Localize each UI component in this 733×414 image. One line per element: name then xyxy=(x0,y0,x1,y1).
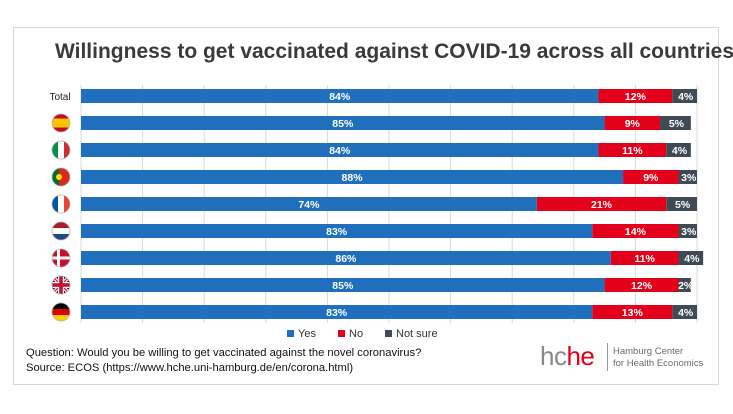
category-label: Total xyxy=(49,92,70,103)
data-label: 83% xyxy=(326,226,348,238)
source-note: Source: ECOS (https://www.hche.uni-hambu… xyxy=(26,362,354,374)
legend-swatch xyxy=(385,330,392,337)
bar-not-sure xyxy=(678,278,691,292)
logo-hc: hc xyxy=(540,341,567,371)
legend-label: Yes xyxy=(298,328,316,340)
bar-not-sure xyxy=(672,89,697,103)
flag-italy-icon xyxy=(51,140,71,160)
flag-portugal-icon xyxy=(51,167,71,187)
bar-no xyxy=(598,143,667,157)
bar-yes xyxy=(81,89,599,103)
logo-he: he xyxy=(566,341,595,371)
bar-no xyxy=(604,116,661,130)
logo-line1: Hamburg Center xyxy=(613,346,684,357)
hche-logo: hche xyxy=(540,341,595,371)
data-label: 9% xyxy=(643,172,659,184)
logo-text: Hamburg Center for Health Economics xyxy=(613,346,703,370)
bar-no xyxy=(610,251,679,265)
bar-not-sure xyxy=(678,224,697,238)
data-label: 4% xyxy=(678,91,694,103)
data-label: 9% xyxy=(625,118,641,130)
data-label: 84% xyxy=(329,91,351,103)
flag-netherlands-icon xyxy=(51,221,71,241)
bar-not-sure xyxy=(666,143,691,157)
data-label: 88% xyxy=(342,172,364,184)
bar-no xyxy=(598,89,673,103)
data-label: 86% xyxy=(335,253,357,265)
flag-germany-icon xyxy=(51,302,71,322)
chart-title: Willingness to get vaccinated against CO… xyxy=(55,40,733,63)
question-note: Question: Would you be willing to get va… xyxy=(26,347,422,359)
data-label: 83% xyxy=(326,307,348,319)
legend-label: No xyxy=(349,328,363,340)
bar-yes xyxy=(81,170,624,184)
flag-denmark-icon xyxy=(51,248,71,268)
bar-no xyxy=(536,197,667,211)
bar-yes xyxy=(81,251,611,265)
flag-france-icon xyxy=(51,194,71,214)
flag-spain-icon xyxy=(51,113,71,133)
data-label: 2% xyxy=(678,280,694,292)
data-label: 5% xyxy=(675,199,691,211)
data-label: 3% xyxy=(681,172,697,184)
data-label: 4% xyxy=(678,307,694,319)
bar-yes xyxy=(81,143,599,157)
bar-not-sure xyxy=(672,305,697,319)
legend-swatch xyxy=(287,330,294,337)
bar-no xyxy=(623,170,679,184)
bar-not-sure xyxy=(666,197,697,211)
bar-not-sure xyxy=(678,251,704,265)
legend-swatch xyxy=(338,330,345,337)
data-label: 74% xyxy=(298,199,320,211)
bar-yes xyxy=(81,305,593,319)
data-label: 11% xyxy=(622,145,643,157)
bar-not-sure xyxy=(660,116,691,130)
data-label: 4% xyxy=(684,253,700,265)
data-label: 12% xyxy=(631,280,653,292)
data-label: 14% xyxy=(625,226,647,238)
data-label: 5% xyxy=(669,118,685,130)
data-label: 3% xyxy=(681,226,697,238)
bar-yes xyxy=(81,278,605,292)
bar-not-sure xyxy=(678,170,697,184)
bar-yes xyxy=(81,197,537,211)
data-label: 85% xyxy=(332,118,354,130)
logo-divider xyxy=(607,343,608,371)
flag-uk-icon xyxy=(51,275,71,295)
data-label: 84% xyxy=(329,145,351,157)
data-label: 13% xyxy=(622,307,644,319)
data-label: 85% xyxy=(332,280,354,292)
logo-line2: for Health Economics xyxy=(613,358,704,369)
data-label: 4% xyxy=(672,145,688,157)
bar-no xyxy=(604,278,679,292)
data-label: 11% xyxy=(634,253,655,265)
bar-yes xyxy=(81,224,593,238)
data-label: 21% xyxy=(591,199,613,211)
bar-yes xyxy=(81,116,605,130)
legend-label: Not sure xyxy=(396,328,438,340)
data-label: 12% xyxy=(625,91,647,103)
bar-no xyxy=(592,224,679,238)
bar-no xyxy=(592,305,673,319)
